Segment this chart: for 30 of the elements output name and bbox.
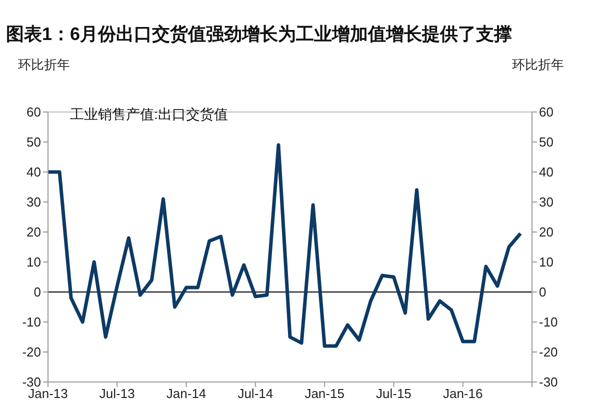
y2-tick-label: -20: [539, 344, 558, 360]
y-tick-label: -20: [22, 344, 41, 360]
x-tick-label: Jan-14: [166, 386, 206, 402]
x-tick-label: Jul-15: [376, 386, 412, 402]
y-tick-label: 30: [26, 194, 41, 210]
y-tick-label: 50: [26, 134, 41, 150]
line-series: [48, 143, 522, 348]
y2-tick-label: 60: [539, 104, 554, 120]
y2-tick-label: 50: [539, 134, 554, 150]
y2-tick-label: -10: [539, 314, 558, 330]
x-tick-label: Jan-15: [304, 386, 344, 402]
y-tick-label: 40: [26, 164, 41, 180]
y-tick-label: 60: [26, 104, 41, 120]
y-tick-label: 10: [26, 254, 41, 270]
y2-tick-label: -30: [539, 374, 558, 390]
y-tick-label: 20: [26, 224, 41, 240]
y-tick-label: 0: [34, 284, 41, 300]
x-tick-label: Jul-14: [238, 386, 274, 402]
chart-title: 图表1：6月份出口交货值强劲增长为工业增加值增长提供了支撑: [6, 23, 512, 46]
y2-tick-label: 0: [539, 284, 546, 300]
y-axis-title: 环比折年: [18, 56, 70, 74]
y-tick-label: -10: [22, 314, 41, 330]
y2-tick-label: 30: [539, 194, 554, 210]
x-tick-label: Jul-13: [99, 386, 135, 402]
y2-tick-label: 10: [539, 254, 554, 270]
y2-tick-label: 40: [539, 164, 554, 180]
x-tick-label: Jan-16: [442, 386, 483, 402]
y2-axis-title: 环比折年: [512, 56, 564, 74]
text: 工业销售产值:出口交货值: [70, 106, 228, 122]
y2-tick-label: 20: [539, 224, 554, 240]
